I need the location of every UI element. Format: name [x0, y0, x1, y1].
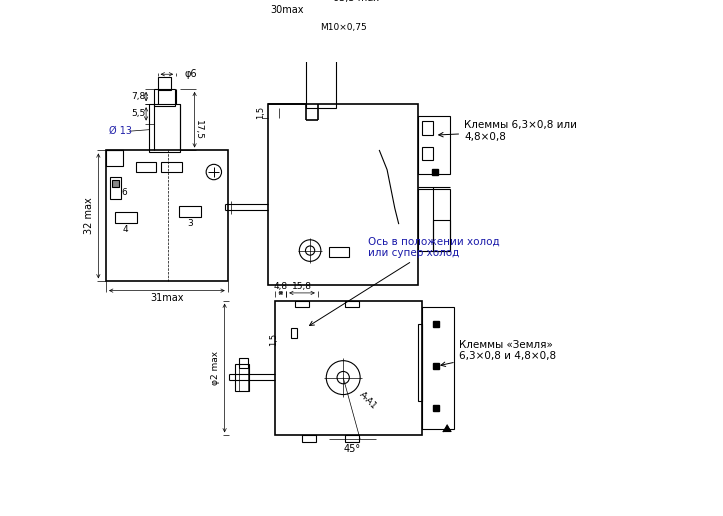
Text: 4,8: 4,8 — [274, 282, 288, 291]
Bar — [422, 147, 433, 160]
Bar — [433, 220, 450, 251]
Text: 17,5: 17,5 — [194, 120, 203, 140]
Text: 32 max: 32 max — [84, 198, 94, 234]
Text: 6: 6 — [121, 188, 127, 197]
Polygon shape — [443, 425, 451, 431]
Bar — [149, 104, 180, 152]
Bar — [418, 189, 450, 251]
Bar — [110, 178, 121, 199]
Text: Клеммы «Земля»
6,3×0,8 и 4,8×0,8: Клеммы «Земля» 6,3×0,8 и 4,8×0,8 — [441, 340, 556, 366]
Bar — [302, 436, 316, 442]
Text: Ø 13: Ø 13 — [109, 126, 132, 136]
Bar — [330, 248, 348, 257]
Bar — [179, 206, 201, 217]
Bar — [422, 121, 433, 135]
Text: 1,5: 1,5 — [256, 105, 265, 119]
Bar — [310, 20, 332, 49]
Text: 45°: 45° — [344, 444, 361, 454]
Text: 31max: 31max — [150, 293, 184, 303]
Text: 30max: 30max — [270, 5, 304, 15]
Bar — [295, 301, 309, 307]
Bar — [236, 364, 249, 391]
Bar — [291, 328, 297, 338]
Bar — [268, 104, 418, 285]
Bar — [418, 116, 450, 173]
Bar — [422, 307, 454, 429]
Text: φ6: φ6 — [184, 69, 197, 79]
Text: Ось в положении холод
или супер холод: Ось в положении холод или супер холод — [309, 237, 500, 326]
Bar — [136, 162, 156, 172]
Bar — [115, 212, 137, 223]
Bar — [106, 151, 123, 166]
Bar — [307, 46, 335, 108]
Bar — [275, 301, 422, 436]
Text: A-A1: A-A1 — [357, 390, 378, 411]
Text: 5,5: 5,5 — [132, 109, 145, 118]
Text: Клеммы 6,3×0,8 или
4,8×0,8: Клеммы 6,3×0,8 или 4,8×0,8 — [439, 120, 577, 142]
Text: φ2 max: φ2 max — [211, 350, 220, 384]
Bar — [418, 324, 422, 401]
Bar — [161, 162, 181, 172]
Bar — [154, 89, 176, 106]
Text: 3: 3 — [187, 219, 193, 228]
Text: M10×0,75: M10×0,75 — [320, 23, 367, 32]
Bar — [112, 180, 119, 187]
Text: 63,5 max: 63,5 max — [333, 0, 380, 3]
Bar — [345, 436, 359, 442]
Text: 4: 4 — [122, 225, 128, 234]
Text: 15,8: 15,8 — [292, 282, 312, 291]
Text: 7,8: 7,8 — [132, 92, 145, 101]
Bar — [158, 77, 171, 90]
Text: 1,5: 1,5 — [269, 332, 278, 346]
Bar — [345, 301, 359, 307]
Bar — [239, 359, 249, 367]
Bar — [106, 151, 228, 281]
